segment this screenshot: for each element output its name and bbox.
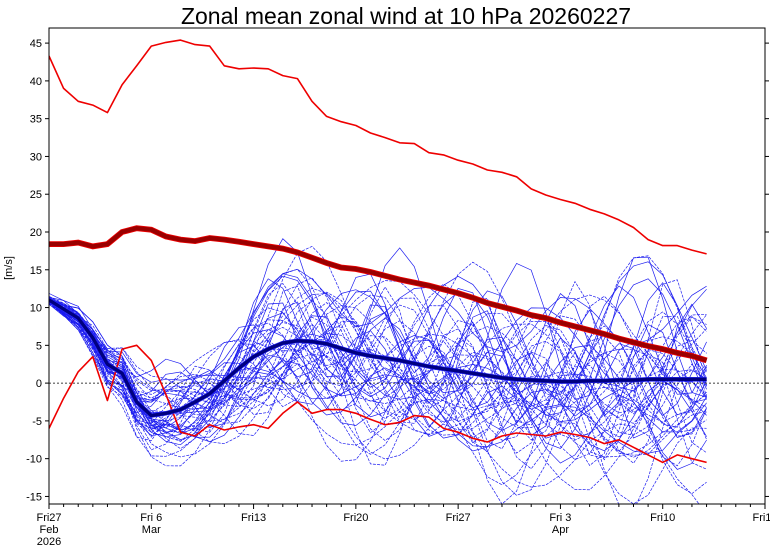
plot-frame — [48, 27, 766, 505]
ensemble-member-line — [49, 301, 707, 452]
ensemble-members — [49, 238, 707, 504]
y-tick-label: 20 — [30, 227, 42, 239]
y-axis-label: [m/s] — [3, 256, 15, 280]
ensemble-member-line — [49, 299, 707, 454]
climatology-mean-line — [49, 226, 708, 363]
ensemble-mean-line — [49, 298, 707, 418]
y-tick-label: -5 — [32, 416, 42, 428]
axes: -15 -10 -5 0 5 10 15 20 25 30 35 40 45 Fri27 Feb 2026 Fr… — [26, 27, 770, 548]
ensemble-member-line — [49, 301, 707, 491]
x-tick-label: Fri13 — [241, 512, 266, 524]
ensemble-member-line — [49, 291, 707, 438]
y-tick-label: -10 — [26, 454, 42, 466]
y-tick-label: 10 — [30, 303, 42, 315]
ensemble-member-line — [49, 268, 707, 383]
x-tick-label: Fri 3 Apr — [549, 512, 571, 536]
ensemble-member-line — [49, 285, 707, 434]
ensemble-member-line — [49, 302, 707, 431]
ensemble-member-line — [49, 277, 707, 415]
ensemble-member-line — [49, 301, 700, 504]
y-tick-label: -15 — [26, 491, 42, 503]
y-tick-label: 25 — [30, 189, 42, 201]
ensemble-member-line — [49, 301, 707, 504]
ensemble-member-line — [49, 298, 707, 422]
x-tick-label: Fri10 — [650, 512, 675, 524]
x-tick-label: Fri27 Feb 2026 — [36, 512, 61, 548]
ensemble-member-line — [49, 294, 707, 438]
x-tick-label: Fri20 — [343, 512, 368, 524]
climatology-min-line — [49, 344, 707, 464]
ensemble-member-line — [49, 282, 707, 461]
ensemble-member-line — [49, 301, 707, 424]
x-tick-label: Fri17 — [752, 512, 770, 524]
ensemble-member-line — [49, 304, 707, 470]
y-tick-label: 0 — [36, 378, 42, 390]
y-tick-label: 5 — [36, 340, 42, 352]
ensemble-member-line — [49, 300, 707, 441]
ensemble-member-line — [49, 287, 707, 412]
y-tick-label: 40 — [30, 76, 42, 88]
ensemble-member-line — [49, 238, 707, 400]
series-layer — [49, 39, 708, 464]
ensemble-member-line — [49, 288, 707, 403]
y-tick-label: 35 — [30, 114, 42, 126]
ensemble-member-line — [49, 301, 707, 422]
ensemble-member-line — [49, 298, 707, 470]
y-tick-label: 30 — [30, 151, 42, 163]
ensemble-member-line — [49, 300, 707, 430]
ensemble-member-line — [49, 293, 707, 414]
ensemble-member-line — [49, 300, 707, 459]
y-tick-label: 45 — [30, 38, 42, 50]
y-tick-label: 15 — [30, 265, 42, 277]
chart-title: Zonal mean zonal wind at 10 hPa 20260227 — [181, 3, 631, 29]
climatology-max-line — [49, 39, 707, 255]
x-tick-label: Fri27 — [446, 512, 471, 524]
ensemble-member-line — [49, 279, 707, 438]
x-tick-label: Fri 6 Mar — [140, 512, 162, 536]
ensemble-member-line — [49, 300, 707, 470]
ensemble-member-line — [49, 268, 707, 437]
ensemble-member-line — [49, 302, 707, 433]
